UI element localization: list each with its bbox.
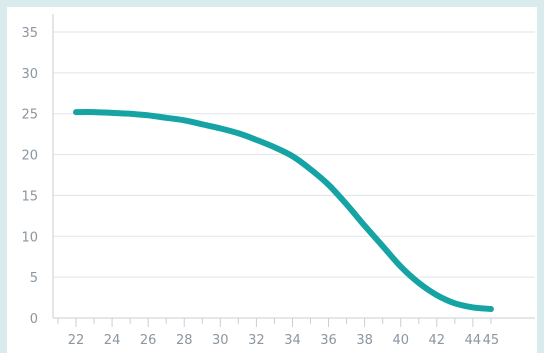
x-tick-label: 40 [392,333,409,348]
x-tick-label: 36 [320,333,337,348]
x-tick-label: 34 [284,333,301,348]
x-tick-label: 38 [356,333,373,348]
y-tick-label: 0 [30,312,38,327]
axes [52,14,535,327]
y-axis-tick-labels: 0 5 10 15 20 25 30 35 [21,26,38,327]
x-tick-label: 44 [465,333,482,348]
x-tick-label: 22 [68,333,85,348]
x-tick-label: 45 [483,333,500,348]
y-tick-label: 5 [30,271,38,286]
x-tick-label: 24 [104,333,121,348]
y-tick-label: 25 [21,108,38,123]
y-tick-label: 10 [21,230,38,245]
y-tick-label: 20 [21,149,38,164]
x-axis-tick-labels: 22 24 26 28 30 32 34 36 38 40 42 44 45 [68,333,499,348]
grid-lines [53,31,535,278]
y-tick-label: 15 [21,189,38,204]
x-tick-label: 26 [140,333,157,348]
x-tick-label: 42 [429,333,446,348]
x-tick-label: 32 [248,333,265,348]
y-tick-label: 35 [21,26,38,41]
y-tick-label: 30 [21,67,38,82]
x-tick-label: 30 [212,333,229,348]
series-line [73,109,494,312]
x-tick-label: 28 [176,333,193,348]
series-group [73,109,494,312]
